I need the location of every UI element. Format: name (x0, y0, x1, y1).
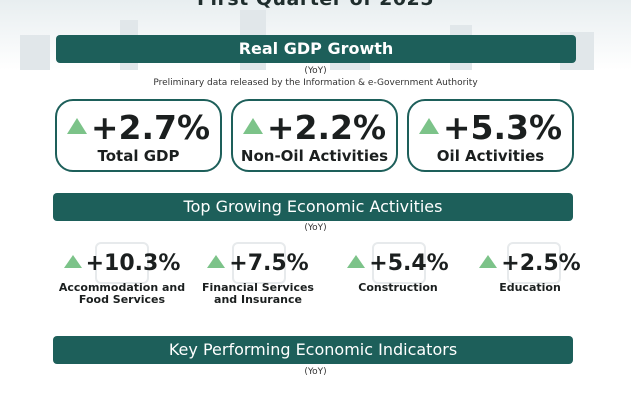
activity-financial: +7.5% Financial Services and Insurance (188, 250, 328, 306)
construction-icon (372, 242, 426, 284)
triangle-up-icon (418, 117, 439, 134)
triangle-up-icon (242, 117, 263, 134)
triangle-up-icon (66, 117, 87, 134)
triangle-up-icon (63, 254, 82, 268)
activity-education: +2.5% Education (460, 250, 600, 294)
activities-yoy-label: (YoY) (304, 223, 327, 233)
activity-value: +7.5% (229, 251, 309, 276)
page-title: First Quarter of 2025 (0, 0, 631, 10)
gdp-card-oil: +5.3% Oil Activities (407, 99, 574, 172)
activity-label: Accommodation and (58, 281, 186, 294)
finance-icon (232, 242, 286, 284)
activity-label-2: and Insurance (214, 293, 302, 306)
activity-label: Education (499, 281, 561, 294)
gdp-section-title: Real GDP Growth (56, 35, 576, 63)
activity-label-2: Food Services (78, 293, 166, 306)
activity-label: Financial Services (202, 281, 314, 294)
gdp-card-label: Non-Oil Activities (240, 147, 389, 165)
education-icon (507, 242, 561, 284)
activity-construction: +5.4% Construction (328, 250, 468, 294)
activity-accommodation: +10.3% Accommodation and Food Services (52, 250, 192, 306)
activity-value: +2.5% (501, 251, 581, 276)
triangle-up-icon (479, 254, 498, 268)
gdp-card-total: +2.7% Total GDP (55, 99, 222, 172)
gdp-card-label: Total GDP (97, 147, 180, 165)
gdp-card-non-oil: +2.2% Non-Oil Activities (231, 99, 398, 172)
activity-value: +10.3% (85, 251, 181, 276)
gdp-card-value: +2.2% (266, 108, 387, 147)
triangle-up-icon (207, 254, 226, 268)
gdp-yoy-label: (YoY) (304, 66, 327, 76)
gdp-card-value: +2.7% (90, 108, 211, 147)
triangle-up-icon (347, 254, 366, 268)
gdp-card-label: Oil Activities (436, 147, 545, 165)
indicators-section-title: Key Performing Economic Indicators (53, 336, 573, 364)
activity-label: Construction (358, 281, 438, 294)
indicators-yoy-label: (YoY) (304, 367, 327, 377)
food-service-icon (95, 242, 149, 284)
gdp-source-note: Preliminary data released by the Informa… (153, 78, 478, 88)
gdp-card-value: +5.3% (442, 108, 563, 147)
activities-section-title: Top Growing Economic Activities (53, 193, 573, 221)
activity-value: +5.4% (369, 251, 449, 276)
